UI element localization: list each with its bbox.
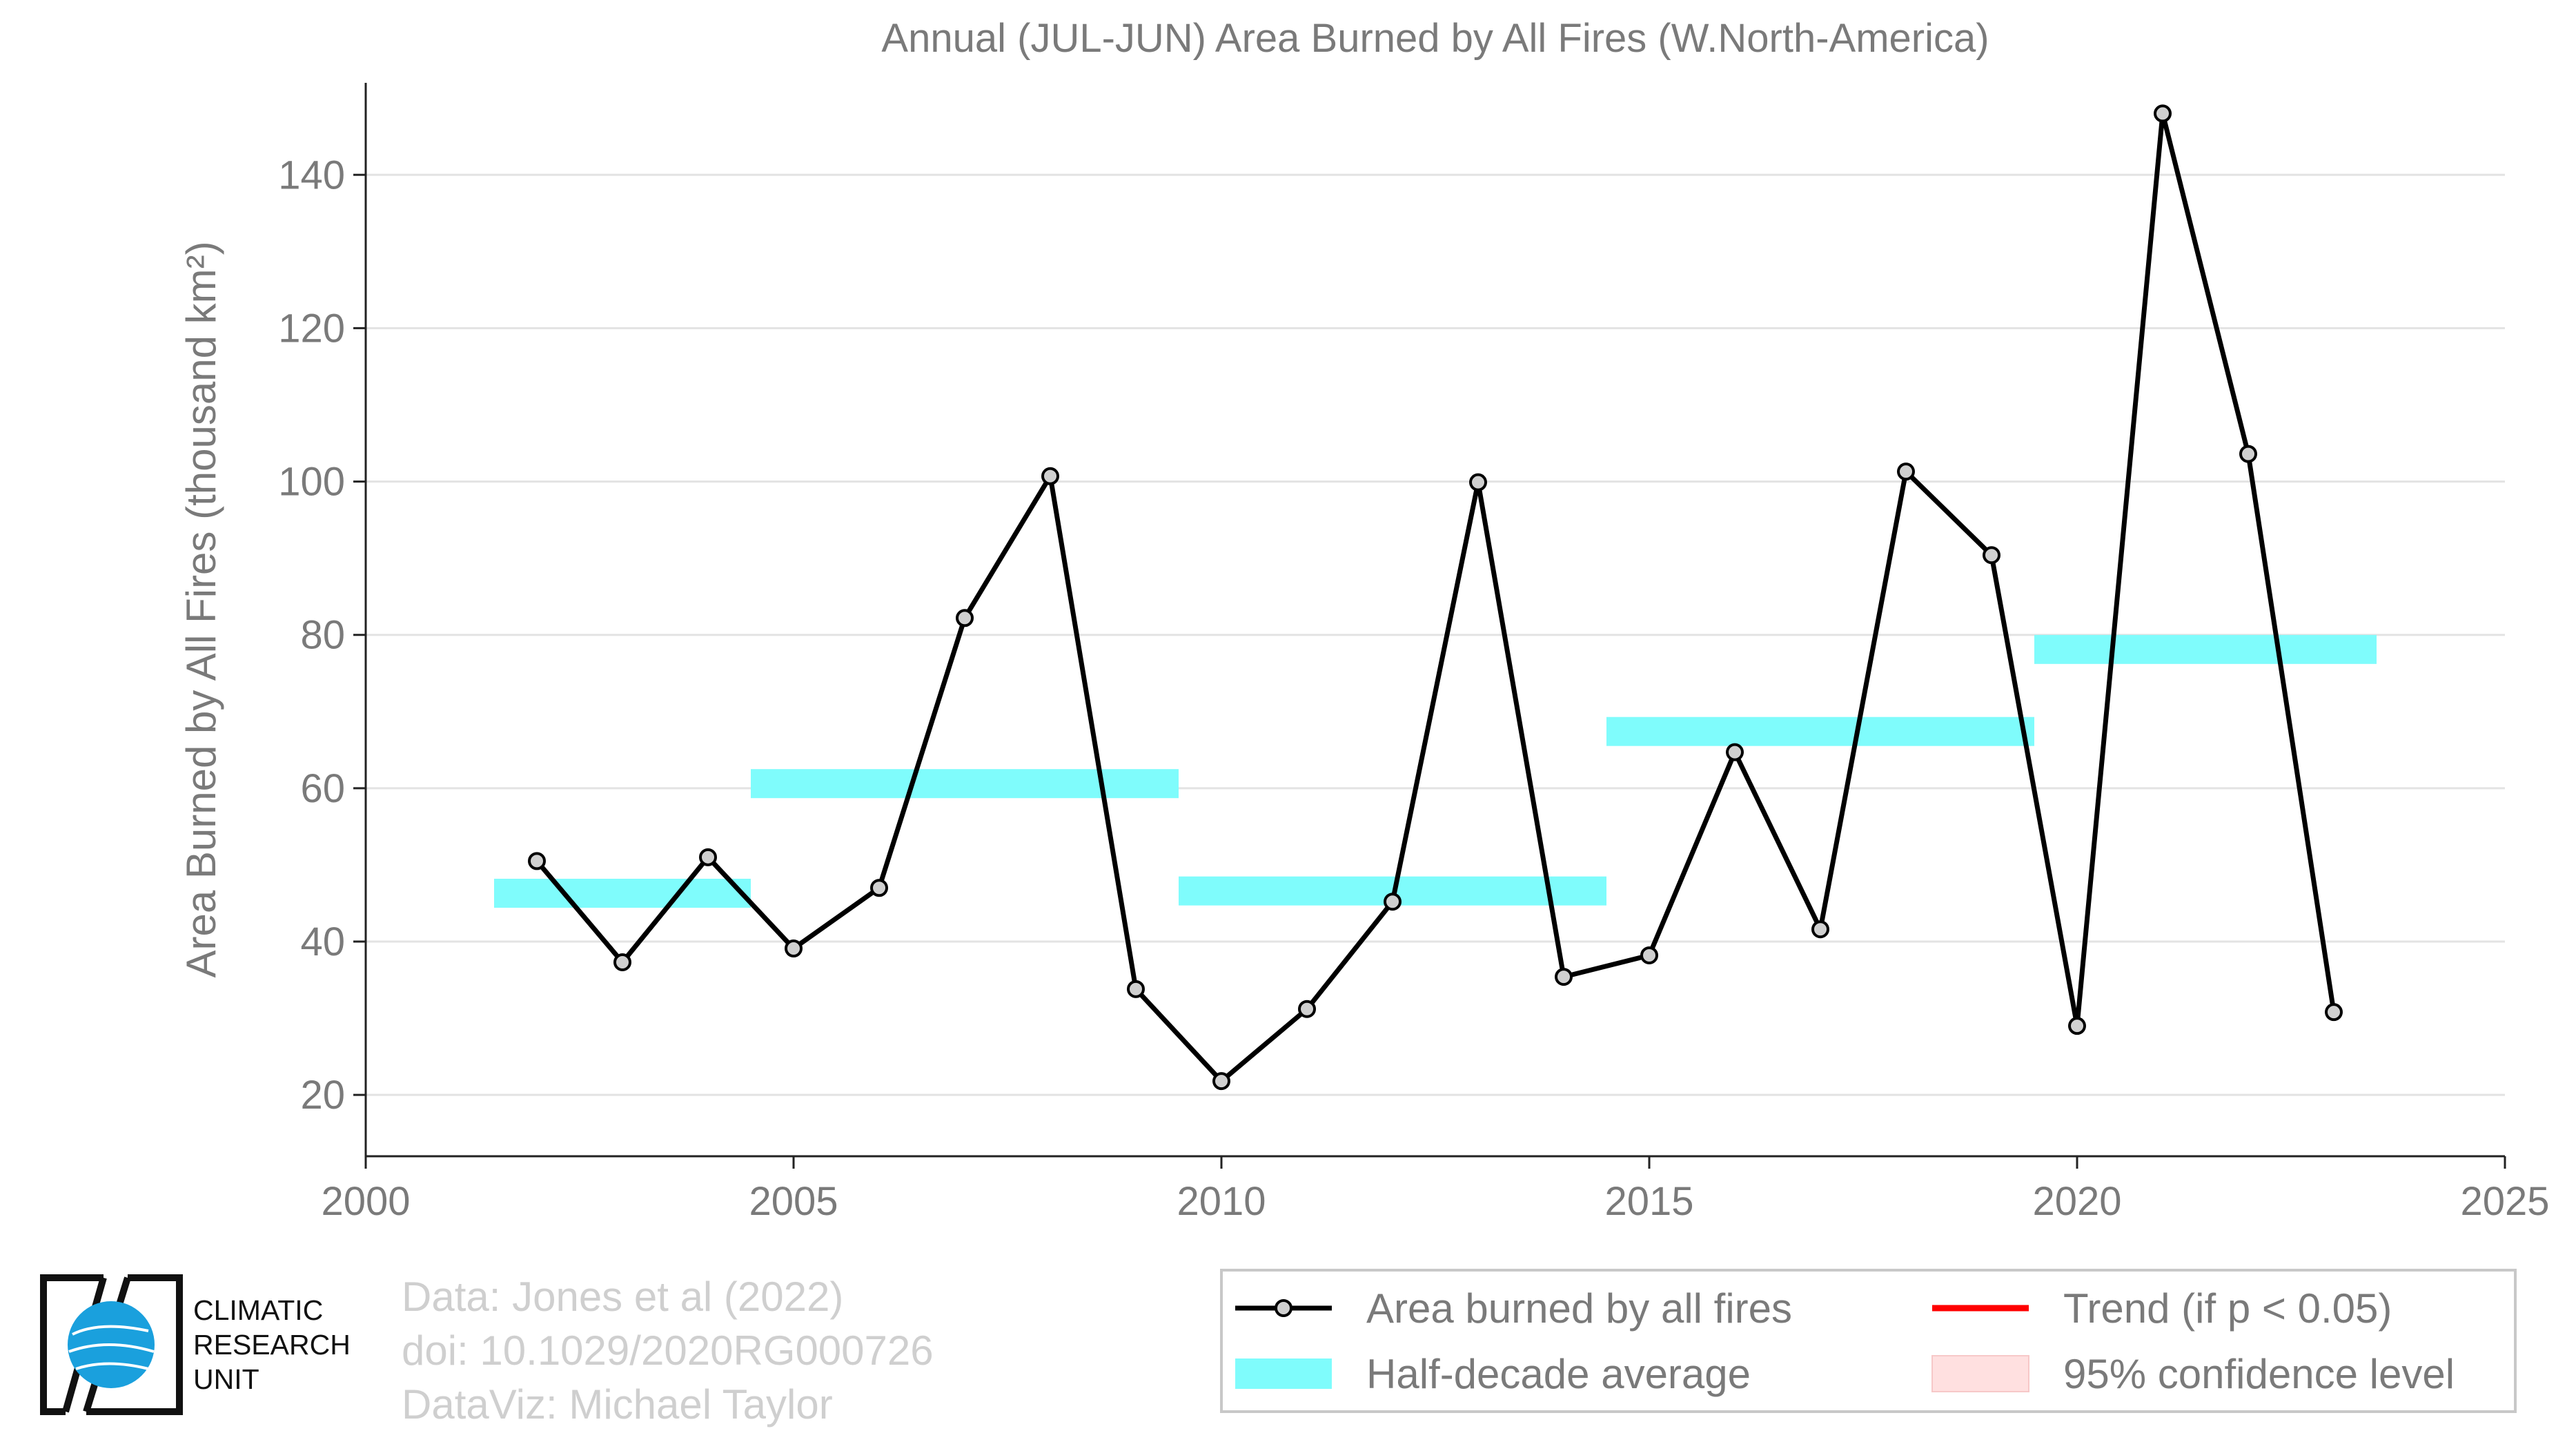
legend-frame [1220,1269,2517,1413]
half-decade-band-0 [494,879,751,908]
area-burned-series [528,104,2343,1091]
data-point-2004 [699,848,717,866]
axes: 20 40 60 80 100 120 140 2000 2005 2010 2015 2020 202… [278,83,2550,1224]
y-tick-label-40: 40 [300,919,345,964]
x-tick-label-2015: 2015 [1604,1179,1693,1224]
y-tick-label-120: 120 [278,306,345,351]
y-tick-label-100: 100 [278,460,345,505]
credits: Data: Jones et al (2022) doi: 10.1029/20… [402,1270,934,1432]
data-point-2017 [1811,920,1829,939]
data-point-2007 [956,609,974,627]
legend: Area burned by all fires Trend (if p < 0.… [1220,1269,2517,1413]
cru-logo-mark [40,1274,183,1415]
data-point-2010 [1212,1072,1230,1091]
credit-dataviz: DataViz: Michael Taylor [402,1381,833,1428]
x-tick-label-2020: 2020 [2032,1179,2121,1224]
legend-swatch-ci [1931,1355,2029,1392]
logo-text-line2: RESEARCH [193,1329,351,1361]
cru-logo: CLIMATIC RESEARCH UNIT [38,1272,369,1417]
data-point-2003 [613,953,631,971]
logo-text-line1: CLIMATIC [193,1294,324,1326]
legend-swatch-band [1235,1359,1332,1389]
data-point-2018 [1897,462,1915,481]
data-point-2016 [1726,743,1744,761]
data-point-2012 [1384,893,1402,911]
half-decade-band-3 [1606,717,2034,746]
legend-label-3: 95% confidence level [2063,1351,2455,1397]
y-axis-label: Area Burned by All Fires (thousand km²) [178,241,224,977]
half-decade-bands [494,634,2377,908]
data-point-2002 [528,852,546,870]
data-point-2014 [1555,968,1573,986]
data-point-2019 [1983,546,2000,565]
x-tick-label-2010: 2010 [1177,1179,1266,1224]
half-decade-band-1 [751,769,1179,799]
data-point-2011 [1298,1000,1316,1018]
y-tick-label-20: 20 [300,1073,345,1118]
legend-label-2: Half-decade average [1366,1351,1751,1397]
data-point-2009 [1127,980,1145,998]
y-tick-label-60: 60 [300,766,345,811]
data-point-2008 [1041,467,1059,485]
chart-title: Annual (JUL-JUN) Area Burned by All Fire… [881,16,1989,61]
y-tick-label-140: 140 [278,153,345,197]
data-point-2020 [2068,1017,2086,1035]
series-line [535,110,2337,1084]
logo-text-line3: UNIT [193,1363,259,1395]
data-point-2023 [2325,1003,2343,1022]
grid-lines [366,173,2505,1096]
x-tick-label-2000: 2000 [321,1179,410,1224]
data-point-2005 [785,939,803,957]
y-tick-label-80: 80 [300,613,345,658]
data-point-2021 [2154,104,2172,123]
data-point-2022 [2239,445,2257,463]
legend-label-0: Area burned by all fires [1366,1285,1792,1332]
half-decade-band-4 [2034,634,2377,664]
credit-data: Data: Jones et al (2022) [402,1274,844,1320]
x-tick-label-2005: 2005 [749,1179,838,1224]
legend-label-1: Trend (if p < 0.05) [2063,1285,2392,1332]
x-tick-label-2025: 2025 [2460,1179,2549,1224]
data-point-2015 [1640,946,1658,964]
legend-swatch-marker [1275,1299,1292,1317]
credit-doi: doi: 10.1029/2020RG000726 [402,1327,934,1374]
data-point-2006 [870,879,888,897]
data-point-2013 [1469,473,1487,491]
